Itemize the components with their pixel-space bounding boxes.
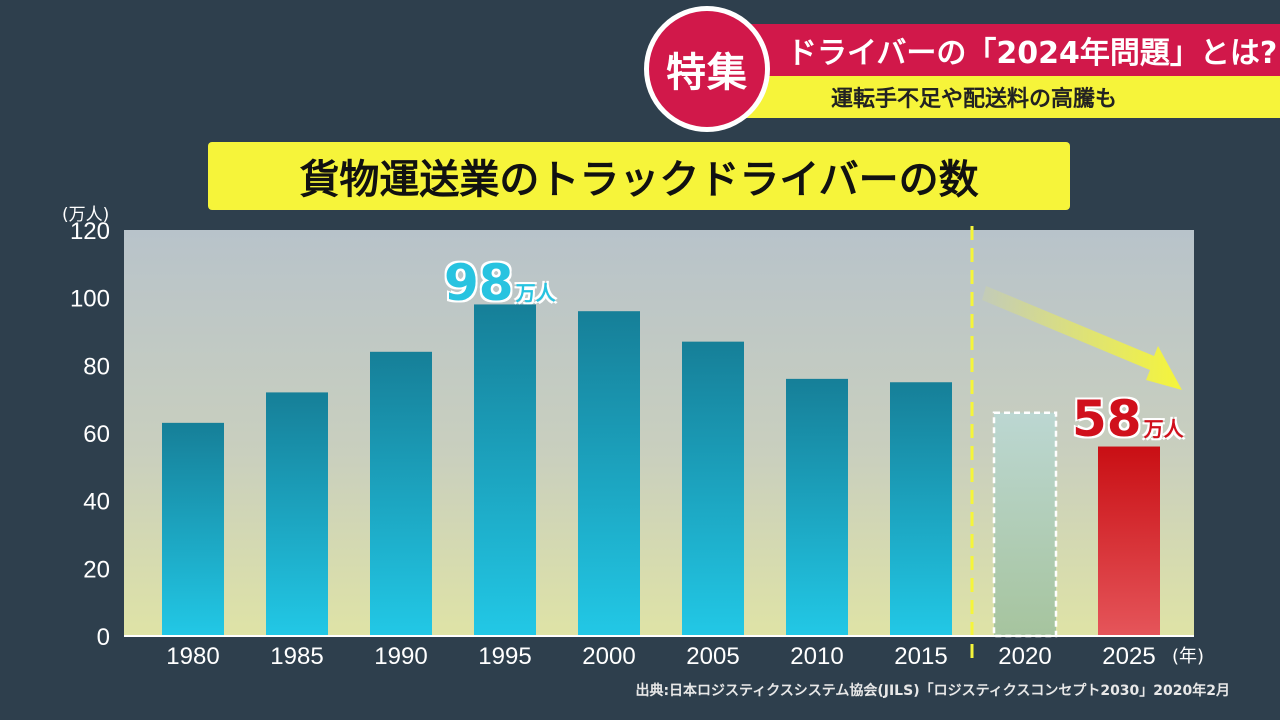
y-tick-label: 40 (83, 489, 110, 516)
bar-1980 (162, 422, 224, 636)
y-axis-unit-label: (万人) (62, 205, 110, 225)
bar-1985 (266, 392, 328, 636)
x-tick-label: 1985 (270, 643, 323, 670)
feature-badge: 特集 (644, 6, 770, 132)
forecast-callout-value: 58 (1072, 390, 1142, 448)
y-tick-label: 20 (83, 556, 110, 583)
subhead-banner: 運転手不足や配送料の高騰も (745, 76, 1280, 118)
x-tick-label: 1980 (166, 643, 219, 670)
peak-callout-unit: 万人 (515, 281, 556, 305)
x-ticks-group: 1980 1985 1990 1995 2000 2005 2010 2015 2020 2025 (166, 643, 1155, 670)
trend-arrow (982, 286, 1182, 390)
bar-2000 (578, 311, 640, 636)
forecast-callout-unit: 万人 (1143, 417, 1184, 441)
forecast-callout: 58 万人 (1072, 394, 1184, 444)
peak-callout: 98 万人 (444, 258, 556, 308)
x-tick-label: 2005 (686, 643, 739, 670)
bar-1990 (370, 351, 432, 636)
y-tick-label: 80 (83, 353, 110, 380)
x-tick-label: 1995 (478, 643, 531, 670)
bar-2015 (890, 382, 952, 636)
bar-2010 (786, 378, 848, 636)
headline-banner: ドライバーの「2024年問題」とは? (745, 24, 1280, 76)
x-tick-label: 2000 (582, 643, 635, 670)
y-tick-label: 100 (70, 286, 110, 313)
bars-group (162, 304, 1160, 638)
x-axis-unit-label: (年) (1172, 646, 1205, 667)
y-tick-label: 0 (97, 624, 110, 651)
x-tick-label: 2015 (894, 643, 947, 670)
y-ticks-group: 0 20 40 60 80 100 120 (70, 218, 110, 651)
source-note: 出典:日本ロジスティクスシステム協会(JILS)「ロジスティクスコンセプト203… (635, 683, 1230, 699)
y-tick-label: 120 (70, 218, 110, 245)
y-tick-label: 60 (83, 421, 110, 448)
bar-2025 (1098, 446, 1160, 636)
bar-2020 (992, 411, 1058, 638)
chart-title: 貨物運送業のトラックドライバーの数 (208, 142, 1070, 210)
x-tick-label: 2020 (998, 643, 1051, 670)
bar-1995 (474, 304, 536, 636)
x-tick-label: 1990 (374, 643, 427, 670)
x-tick-label: 2010 (790, 643, 843, 670)
peak-callout-value: 98 (444, 254, 514, 312)
bar-2005 (682, 341, 744, 636)
x-tick-label: 2025 (1102, 643, 1155, 670)
